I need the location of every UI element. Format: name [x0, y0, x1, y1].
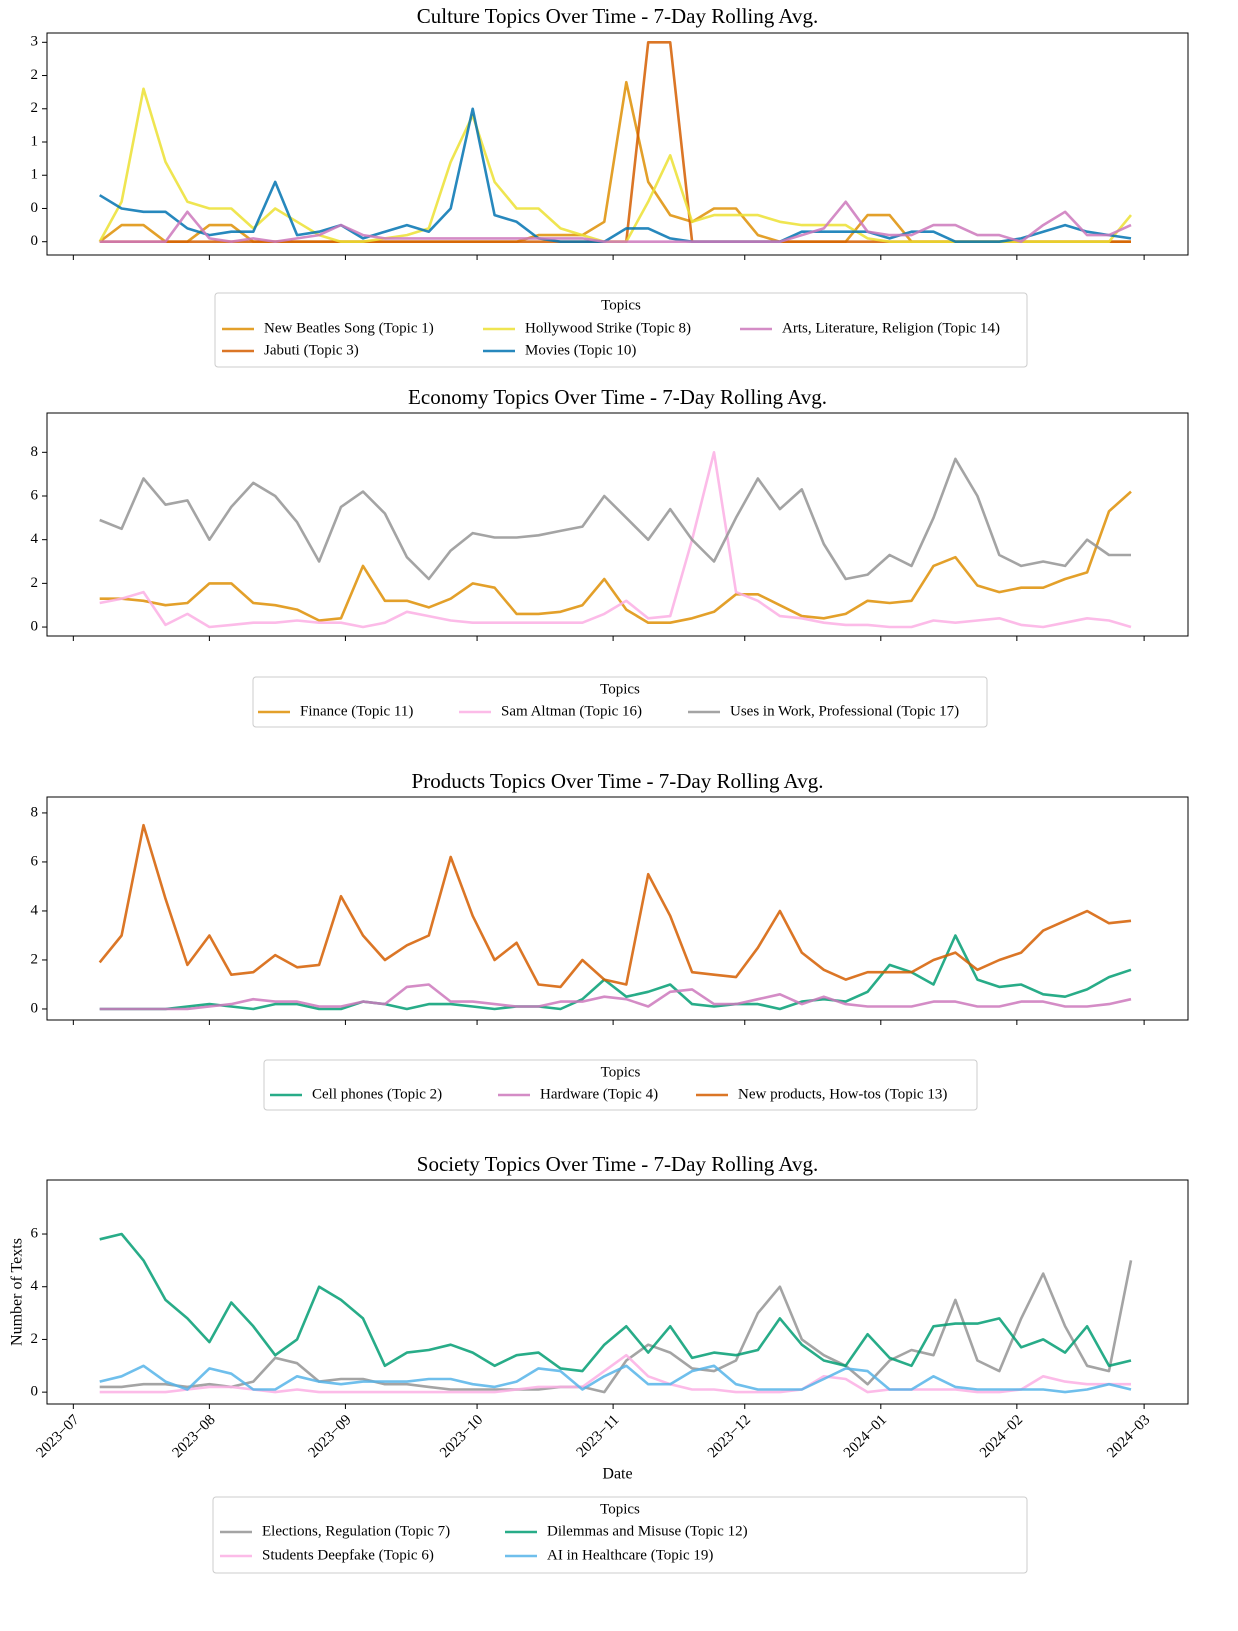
y-tick-label: 2: [31, 100, 39, 116]
legend-title: Topics: [600, 1501, 640, 1517]
y-tick-label: 2: [31, 1331, 39, 1347]
series-line: [99, 934, 1132, 1011]
series-line: [99, 41, 1131, 243]
axes-frame: [46, 412, 1189, 637]
chart-title: Culture Topics Over Time - 7-Day Rolling…: [417, 4, 818, 28]
series-line: [99, 1353, 1131, 1394]
y-tick-label: 1: [31, 167, 39, 183]
x-tick-label: 2023−12: [705, 1412, 754, 1461]
x-tick-label: 2024−01: [841, 1412, 890, 1461]
series-line: [99, 1232, 1132, 1373]
legend-label: New products, How-tos (Topic 13): [738, 1086, 947, 1102]
x-tick-label: 2023−11: [574, 1412, 623, 1461]
y-tick-label: 2: [31, 575, 39, 591]
legend-label: AI in Healthcare (Topic 19): [547, 1547, 713, 1563]
y-tick-label: 6: [31, 853, 39, 869]
series-line: [99, 107, 1132, 243]
legend-box: [212, 1496, 1028, 1574]
legend-box: [252, 676, 988, 728]
legend-box: [263, 1059, 978, 1111]
legend-label: Hardware (Topic 4): [540, 1086, 658, 1102]
legend-label: Hollywood Strike (Topic 8): [525, 320, 691, 336]
y-tick-label: 0: [31, 233, 39, 249]
chart-title: Products Topics Over Time - 7-Day Rollin…: [412, 769, 824, 793]
y-tick-label: 4: [31, 531, 39, 547]
legend-label: Cell phones (Topic 2): [312, 1086, 442, 1102]
y-tick-label: 6: [31, 1225, 39, 1241]
series-line: [99, 457, 1131, 581]
series-line: [99, 490, 1132, 624]
series-line: [99, 200, 1132, 243]
legend-label: Finance (Topic 11): [300, 703, 413, 719]
series-line: [98, 823, 1132, 989]
y-tick-label: 2: [31, 67, 39, 83]
y-tick-label: 4: [31, 902, 39, 918]
series-line: [99, 451, 1132, 629]
legend-label: Arts, Literature, Religion (Topic 14): [782, 320, 1000, 336]
y-tick-label: 0: [31, 1000, 39, 1016]
legend-label: Elections, Regulation (Topic 7): [262, 1523, 450, 1539]
y-tick-label: 8: [31, 804, 39, 820]
legend-title: Topics: [601, 1064, 641, 1080]
series-line: [99, 983, 1132, 1011]
x-tick-label: 2024−03: [1104, 1412, 1153, 1461]
axes-frame: [46, 1179, 1189, 1405]
legend-label: Uses in Work, Professional (Topic 17): [730, 703, 959, 719]
y-tick-label: 3: [31, 34, 39, 50]
chart-title: Economy Topics Over Time - 7-Day Rolling…: [408, 385, 827, 409]
legend-title: Topics: [601, 297, 641, 313]
y-tick-label: 0: [31, 200, 39, 216]
chart-title: Society Topics Over Time - 7-Day Rolling…: [417, 1152, 818, 1176]
legend-label: Jabuti (Topic 3): [264, 342, 359, 358]
legend-title: Topics: [600, 681, 640, 697]
y-tick-label: 0: [31, 1384, 39, 1400]
x-axis-label: Date: [602, 1466, 632, 1483]
y-tick-label: 4: [31, 1278, 39, 1294]
legend-label: Movies (Topic 10): [525, 342, 636, 358]
y-tick-label: 6: [31, 487, 39, 503]
x-tick-label: 2023−10: [437, 1412, 486, 1461]
series-line: [99, 1364, 1132, 1394]
x-tick-label: 2024−02: [977, 1412, 1026, 1461]
y-tick-label: 1: [31, 133, 39, 149]
axes-frame: [46, 796, 1189, 1021]
series-line: [98, 80, 1131, 243]
legend-label: Dilemmas and Misuse (Topic 12): [547, 1523, 748, 1539]
series-line: [98, 87, 1133, 243]
y-axis-label: Number of Texts: [9, 1238, 26, 1346]
y-tick-label: 8: [31, 444, 39, 460]
series-line: [99, 1260, 1133, 1394]
legend-box: [214, 292, 1028, 368]
x-tick-label: 2023−09: [306, 1412, 355, 1461]
x-tick-label: 2023−08: [170, 1412, 219, 1461]
axes-frame: [46, 32, 1189, 256]
y-tick-label: 2: [31, 951, 39, 967]
legend-label: Sam Altman (Topic 16): [501, 703, 642, 719]
y-tick-label: 0: [31, 618, 39, 634]
legend-label: New Beatles Song (Topic 1): [264, 320, 434, 336]
legend-label: Students Deepfake (Topic 6): [262, 1547, 434, 1563]
x-tick-label: 2023−07: [33, 1412, 82, 1461]
